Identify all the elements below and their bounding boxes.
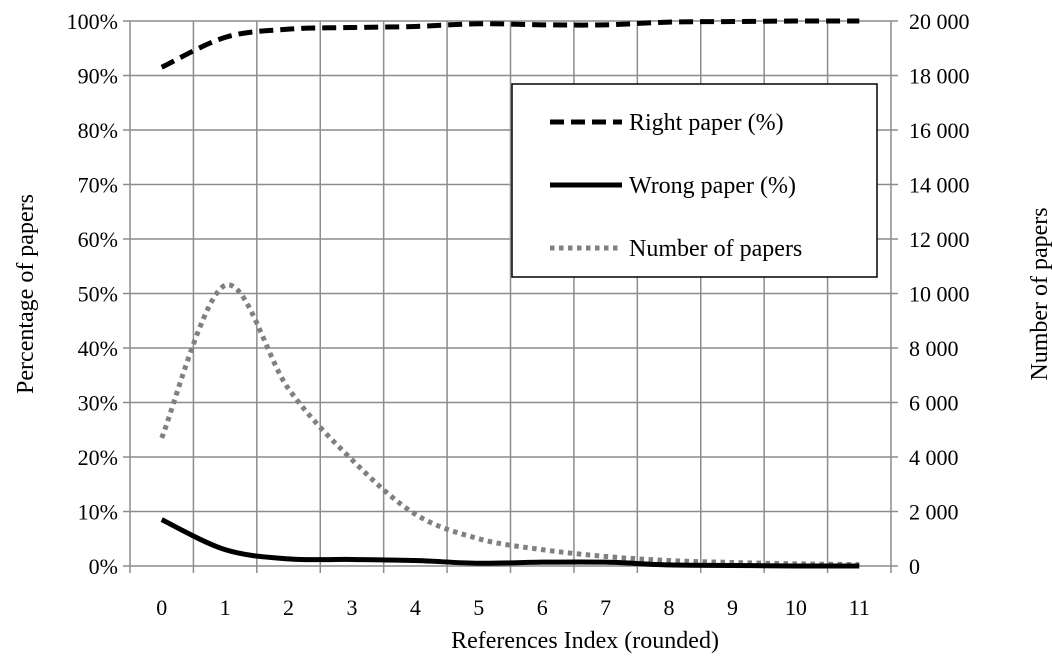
x-tick-label: 4 bbox=[410, 595, 421, 620]
y-tick-label: 40% bbox=[78, 336, 118, 361]
y2-tick-label: 8 000 bbox=[909, 336, 959, 361]
series-line-right-paper bbox=[160, 18, 860, 70]
y2-tick-label: 20 000 bbox=[909, 9, 970, 34]
legend: Right paper (%) Wrong paper (%) Number o… bbox=[511, 83, 878, 278]
y-tick-label: 30% bbox=[78, 391, 118, 416]
y2-tick-label: 16 000 bbox=[909, 118, 970, 143]
y2-tick-label: 6 000 bbox=[909, 391, 959, 416]
x-tick-label: 9 bbox=[727, 595, 738, 620]
y-tick-label: 80% bbox=[78, 118, 118, 143]
x-tick-label: 1 bbox=[220, 595, 231, 620]
x-axis-title: References Index (rounded) bbox=[451, 628, 719, 654]
y-tick-label: 70% bbox=[78, 173, 118, 198]
x-axis-tick-labels: 0 1 2 3 4 5 6 7 8 9 10 11 bbox=[156, 595, 870, 620]
y-tick-label: 0% bbox=[89, 554, 118, 579]
y-tick-label: 20% bbox=[78, 445, 118, 470]
y-tick-label: 50% bbox=[78, 282, 118, 307]
y2-tick-label: 2 000 bbox=[909, 500, 959, 525]
y2-tick-label: 4 000 bbox=[909, 445, 959, 470]
y2-axis-title: Number of papers bbox=[1027, 207, 1052, 380]
y-tick-label: 90% bbox=[78, 64, 118, 89]
x-tick-label: 8 bbox=[664, 595, 675, 620]
series-layer bbox=[159, 18, 860, 569]
y2-tick-label: 10 000 bbox=[909, 282, 970, 307]
series-line-wrong-paper bbox=[160, 517, 860, 569]
y2-tick-label: 0 bbox=[909, 554, 920, 579]
y-axis-title: Percentage of papers bbox=[13, 194, 39, 394]
x-tick-label: 11 bbox=[849, 595, 870, 620]
legend-label-right-paper: Right paper (%) bbox=[629, 110, 784, 136]
y2-tick-label: 14 000 bbox=[909, 173, 970, 198]
y-tick-label: 100% bbox=[67, 9, 118, 34]
legend-label-number-of-papers: Number of papers bbox=[629, 236, 802, 262]
x-tick-label: 0 bbox=[156, 595, 167, 620]
x-tick-label: 10 bbox=[785, 595, 807, 620]
y-tick-label: 60% bbox=[78, 227, 118, 252]
y-tick-label: 10% bbox=[78, 500, 118, 525]
legend-label-wrong-paper: Wrong paper (%) bbox=[629, 173, 796, 199]
x-tick-label: 3 bbox=[346, 595, 357, 620]
y2-axis-tick-labels: 0 2 000 4 000 6 000 8 000 10 000 12 000 14 000 1… bbox=[909, 9, 970, 579]
legend-box bbox=[511, 83, 878, 278]
x-tick-label: 6 bbox=[537, 595, 548, 620]
y2-tick-label: 12 000 bbox=[909, 227, 970, 252]
y-axis-tick-labels: 0% 10% 20% 30% 40% 50% 60% 70% 80% 90% 100% bbox=[67, 9, 118, 579]
x-tick-label: 2 bbox=[283, 595, 294, 620]
x-tick-label: 7 bbox=[600, 595, 611, 620]
y2-tick-label: 18 000 bbox=[909, 64, 970, 89]
x-tick-label: 5 bbox=[473, 595, 484, 620]
series-line-number-of-papers bbox=[159, 282, 860, 568]
